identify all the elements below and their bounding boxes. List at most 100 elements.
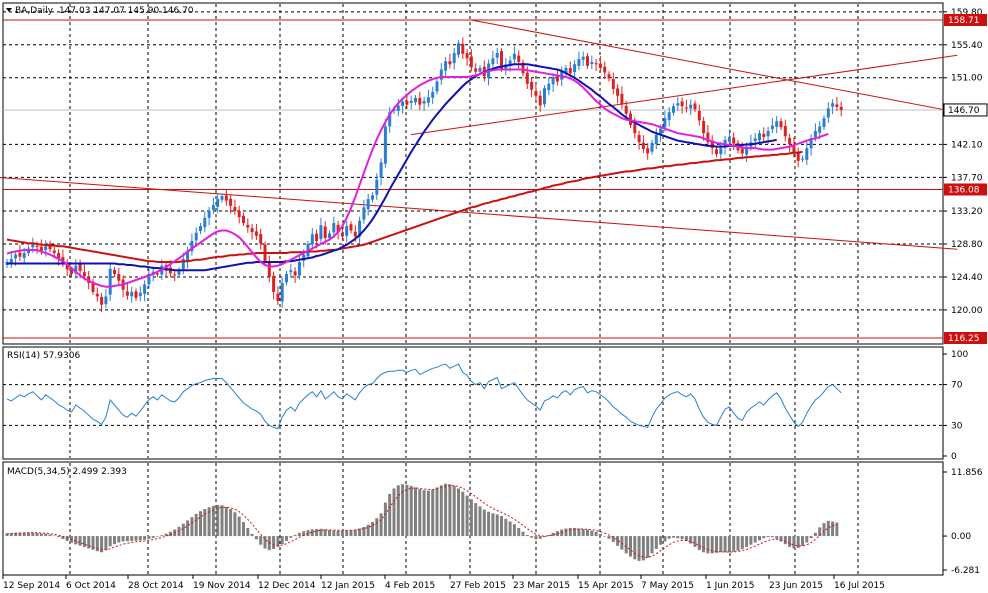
price-axis-label: 159.80 [951, 8, 983, 18]
macd-histogram-bar [366, 524, 370, 537]
candle-body [801, 158, 804, 160]
rsi-axis-label: 30 [951, 421, 963, 431]
level-price-label: 136.08 [948, 185, 980, 195]
macd-histogram-bar [474, 503, 478, 537]
macd-histogram-bar [435, 487, 439, 537]
menu-triangle-icon[interactable] [6, 8, 12, 12]
macd-histogram-bar [388, 493, 392, 537]
candle-body [607, 74, 611, 79]
macd-histogram-bar [52, 535, 56, 537]
macd-histogram-bar [396, 485, 400, 537]
candle-body [568, 68, 572, 74]
macd-axis-label: 11.856 [951, 468, 983, 478]
candle-body [435, 81, 439, 92]
macd-histogram-bar [616, 536, 620, 546]
macd-histogram-bar [788, 536, 792, 547]
macd-histogram-bar [168, 531, 172, 537]
macd-histogram-bar [147, 536, 151, 540]
candle-body [676, 103, 680, 106]
candle-body [603, 66, 607, 73]
macd-histogram-bar [414, 487, 417, 537]
macd-histogram-bar [392, 488, 396, 537]
trendline[interactable] [471, 19, 958, 113]
candle-body [138, 292, 142, 297]
macd-histogram-bar [190, 517, 194, 537]
candle-body [267, 261, 271, 277]
macd-series [5, 483, 839, 561]
macd-histogram-bar [358, 528, 362, 537]
macd-title: MACD(5,34,5) 2.499 2.393 [7, 467, 127, 477]
time-axis-label: 7 May 2015 [641, 581, 694, 591]
candle-body [302, 254, 306, 261]
candle-body [461, 43, 465, 54]
trendline[interactable] [0, 176, 958, 250]
candle-body [74, 265, 78, 274]
level-price-label: 158.71 [948, 16, 980, 26]
macd-histogram-bar [525, 534, 529, 537]
macd-histogram-bar [517, 527, 521, 537]
candle-body [469, 56, 473, 68]
candle-body [216, 199, 220, 207]
candle-body [280, 282, 284, 302]
time-axis-label: 16 Jul 2015 [834, 581, 885, 591]
macd-histogram-bar [577, 528, 581, 537]
candle-body [839, 106, 843, 110]
candle-body [323, 226, 327, 239]
price-axis-label: 124.40 [951, 273, 983, 283]
candle-body [220, 196, 224, 200]
macd-histogram-bar [439, 485, 443, 537]
candle-body [564, 68, 568, 73]
candle-body [740, 148, 744, 154]
current-price-tag [943, 103, 988, 117]
macd-histogram-bar [809, 536, 813, 539]
macd-histogram-bar [534, 536, 538, 540]
candle-body [641, 142, 645, 149]
candle-body [715, 149, 718, 155]
macd-histogram-bar [624, 536, 628, 554]
candle-body [371, 195, 374, 200]
candle-body [495, 53, 499, 58]
macd-histogram-bar [452, 485, 456, 537]
candle-body [826, 108, 830, 118]
candle-body [680, 101, 684, 107]
macd-histogram-bar [710, 536, 714, 554]
macd-histogram-bar [783, 536, 787, 545]
macd-histogram-bar [293, 534, 297, 537]
candle-body [426, 97, 430, 103]
rsi-frame[interactable] [2, 346, 944, 460]
candle-body [18, 252, 22, 257]
macd-histogram-bar [207, 507, 211, 537]
macd-histogram-bar [590, 530, 594, 537]
macd-histogram-bar [229, 509, 233, 537]
macd-histogram-bar [405, 484, 409, 537]
macd-histogram-bar [637, 536, 641, 561]
candle-body [598, 63, 602, 69]
main-chart-frame[interactable] [2, 2, 944, 345]
candle-body [667, 112, 671, 120]
macd-histogram-bar [736, 536, 740, 551]
level-price-tag [944, 14, 987, 26]
candle-body [766, 130, 770, 137]
macd-histogram-bar [512, 524, 516, 537]
macd-histogram-bar [581, 529, 585, 537]
macd-histogram-bar [246, 527, 250, 537]
macd-histogram-bar [328, 529, 331, 537]
candle-body [246, 224, 250, 228]
candle-body [620, 93, 624, 105]
macd-histogram-bar [82, 536, 86, 548]
macd-histogram-bar [732, 536, 736, 552]
candle-body [211, 205, 215, 210]
macd-axis-label: 0.00 [951, 532, 971, 542]
rsi-axis-label: 70 [951, 381, 963, 391]
macd-histogram-bar [194, 513, 198, 537]
level-price-tag [944, 332, 987, 344]
candle-body [310, 234, 314, 245]
macd-histogram-bar [302, 531, 306, 537]
candle-body [22, 252, 26, 258]
macd-histogram-bar [568, 527, 572, 537]
macd-histogram-bar [125, 536, 129, 542]
candle-body [340, 232, 344, 237]
macd-frame[interactable] [2, 461, 944, 576]
trendline[interactable] [411, 54, 958, 136]
